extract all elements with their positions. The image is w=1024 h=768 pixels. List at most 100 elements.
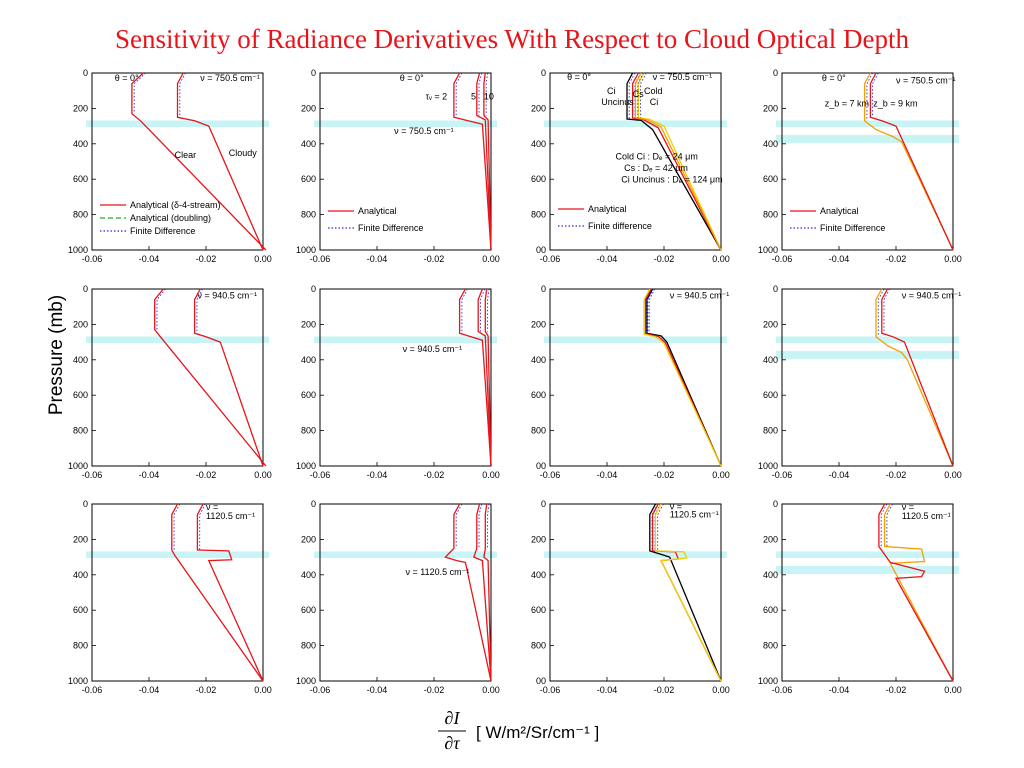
y-tick-label: 1000 [296, 245, 316, 255]
annotation: Cold [644, 86, 663, 96]
cloud-layer-band [544, 120, 727, 127]
plot-frame [319, 503, 492, 682]
x-tick-label: 0.00 [944, 470, 962, 480]
plot-frame [549, 503, 722, 682]
series-finite-difference [199, 503, 206, 550]
y-tick-label: 400 [531, 139, 546, 149]
y-tick-label: 1000 [296, 676, 316, 686]
annotation: ν = 750.5 cm⁻¹ [896, 76, 956, 86]
x-tick-label: -0.02 [424, 254, 445, 264]
series-finite-difference [480, 288, 486, 332]
y-tick-label: 400 [763, 570, 778, 580]
x-tick-label: -0.04 [829, 254, 850, 264]
annotation: ν = [902, 502, 914, 512]
annotation: 10 [484, 92, 494, 102]
x-tick-label: -0.04 [139, 685, 160, 695]
legend-label: Finite Difference [358, 223, 423, 233]
y-tick-label: 800 [763, 210, 778, 220]
y-tick-label: 0 [83, 284, 88, 294]
series-finite-difference [487, 503, 490, 549]
series-line [883, 503, 954, 682]
series-finite-difference [866, 72, 873, 121]
annotation: ν = 940.5 cm⁻¹ [403, 344, 463, 354]
series-line [484, 288, 492, 467]
annotation: θ = 0° [822, 73, 846, 83]
plot-frame [319, 288, 492, 467]
series-finite-difference [156, 288, 166, 330]
series-finite-difference [877, 288, 885, 337]
series-line [875, 288, 954, 467]
plot-frame [91, 288, 264, 467]
annotation: Clear [175, 150, 197, 160]
x-tick-label: 0.00 [944, 685, 962, 695]
series-finite-difference [133, 72, 146, 114]
series-finite-difference [640, 72, 647, 118]
series-finite-difference [645, 288, 653, 335]
x-tick-label: -0.02 [886, 254, 907, 264]
y-tick-label: 200 [531, 103, 546, 113]
x-tick-label: -0.06 [772, 685, 793, 695]
x-tick-label: -0.06 [310, 254, 331, 264]
y-tick-label: 200 [73, 103, 88, 113]
series-line [626, 72, 722, 251]
annotation: Ci [650, 97, 659, 107]
series-line [477, 288, 492, 467]
annotation: τᵥ = 2 [425, 92, 447, 102]
annotation: 1120.5 cm⁻¹ [902, 511, 951, 521]
x-tick-label: -0.06 [310, 685, 331, 695]
y-tick-label: 800 [531, 210, 546, 220]
series-finite-difference [872, 72, 879, 118]
y-tick-label: 400 [763, 355, 778, 365]
panel-row1-col3: 0 200 400 600 800 00-0.06 -0.04 -0.02 0.00 θ = 0°… [531, 68, 730, 264]
cloud-layer-band [544, 551, 727, 558]
y-tick-label: 600 [531, 605, 546, 615]
annotation: θ = 0° [400, 73, 424, 83]
y-tick-label: 200 [73, 534, 88, 544]
x-tick-label: 0.00 [712, 470, 730, 480]
y-tick-label: 0 [773, 68, 778, 78]
cloud-layer-band [86, 336, 269, 343]
series-line [631, 72, 722, 251]
y-tick-label: 400 [531, 570, 546, 580]
annotation: ν = 750.5 cm⁻¹ [653, 72, 713, 82]
x-tick-label: 0.00 [482, 685, 500, 695]
y-tick-label: 600 [73, 390, 88, 400]
series-finite-difference [886, 503, 893, 547]
y-tick-label: 200 [301, 319, 316, 329]
y-tick-label: 600 [73, 605, 88, 615]
y-tick-label: 0 [541, 284, 546, 294]
annotation: ν = 940.5 cm⁻¹ [670, 291, 730, 301]
y-tick-label: 200 [73, 319, 88, 329]
x-axis-label-numerator: ∂I [445, 708, 461, 728]
annotation: ν = 750.5 cm⁻¹ [394, 126, 454, 136]
y-tick-label: 400 [73, 139, 88, 149]
y-tick-label: 1000 [68, 676, 88, 686]
annotation: ν = 940.5 cm⁻¹ [197, 291, 257, 301]
series-line [649, 503, 722, 682]
panel-row3-col3: 0 200 400 600 800 00-0.06 -0.04 -0.02 0.00 ν =112… [531, 499, 730, 695]
x-tick-label: -0.06 [82, 685, 103, 695]
panel-row3-col1: 0 200 400 600 800 1000-0.06 -0.04 -0.02 0.00 ν =1… [68, 499, 272, 695]
y-tick-label: 800 [763, 426, 778, 436]
series-finite-difference [461, 288, 468, 334]
series-finite-difference [628, 72, 636, 119]
annotation: θ = 0° [567, 72, 591, 82]
legend-label: Analytical (δ-4-stream) [130, 200, 221, 210]
series-line [176, 72, 264, 251]
y-tick-label: 00 [536, 461, 546, 471]
series-finite-difference [173, 503, 181, 550]
panel-row1-col1: 0 200 400 600 800 1000-0.06 -0.04 -0.02 0.00 θ = … [68, 68, 272, 264]
x-tick-label: -0.04 [139, 254, 160, 264]
plot-frame [781, 503, 954, 682]
annotation: ν = 750.5 cm⁻¹ [200, 73, 260, 83]
x-tick-label: 0.00 [712, 254, 730, 264]
series-finite-difference [455, 503, 463, 549]
y-tick-label: 0 [311, 499, 316, 509]
x-tick-label: -0.06 [310, 470, 331, 480]
x-tick-label: -0.02 [424, 685, 445, 695]
annotation: z_b = 9 km [873, 99, 917, 109]
x-tick-label: -0.06 [540, 470, 561, 480]
plot-frame [91, 72, 264, 251]
panel-row1-col4: 0 200 400 600 800 1000-0.06 -0.04 -0.02 0.00 θ = … [758, 68, 962, 264]
x-tick-label: -0.02 [424, 470, 445, 480]
